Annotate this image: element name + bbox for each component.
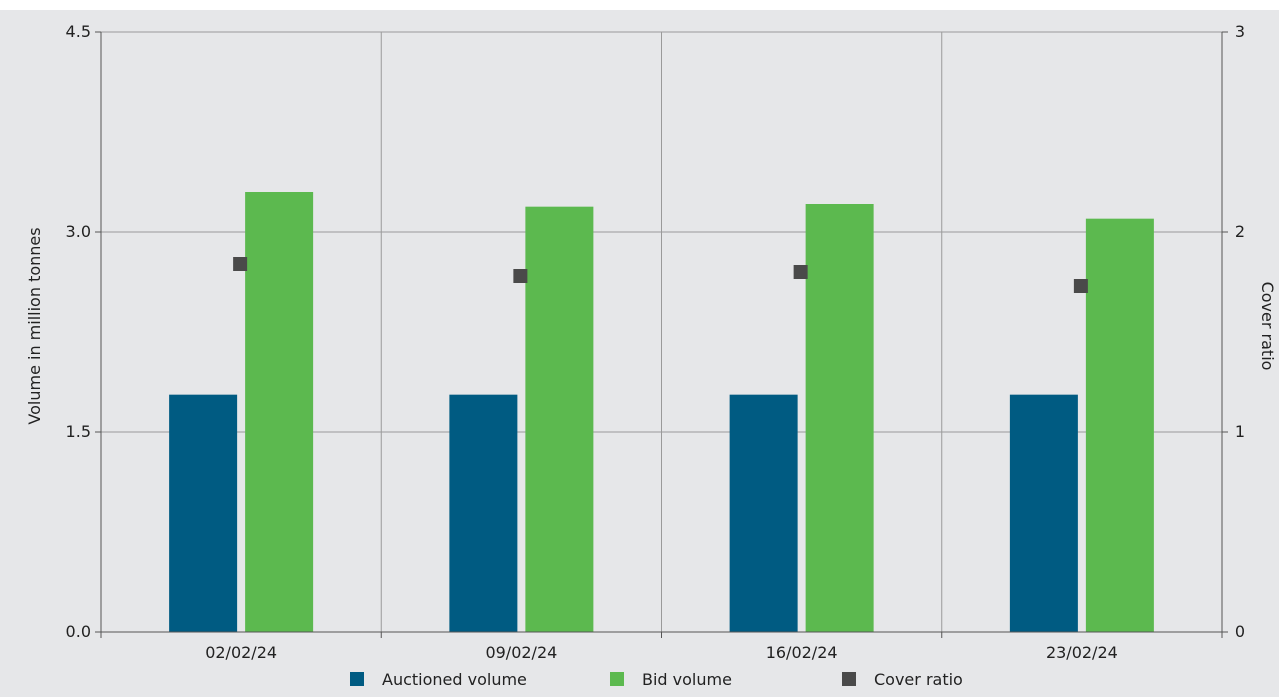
y2-axis-title: Cover ratio — [1258, 282, 1277, 371]
bar — [449, 394, 518, 632]
y-axis-title: Volume in million tonnes — [25, 227, 44, 424]
bar — [525, 206, 594, 632]
legend-swatch — [842, 672, 856, 686]
bar — [1085, 218, 1154, 632]
markers-layer — [233, 257, 1088, 293]
y-tick-label: 3.0 — [66, 222, 91, 241]
bar — [245, 192, 314, 632]
legend-swatch — [610, 672, 624, 686]
x-tick-label: 02/02/24 — [205, 643, 277, 662]
cover-ratio-marker — [233, 257, 248, 271]
y-tick-label: 0.0 — [66, 622, 91, 641]
legend-label: Bid volume — [642, 670, 732, 689]
y2-tick-label: 2 — [1235, 222, 1245, 241]
bar — [805, 204, 874, 632]
bar — [729, 394, 798, 632]
x-tick-label: 23/02/24 — [1046, 643, 1118, 662]
y2-tick-label: 1 — [1235, 422, 1245, 441]
x-tick-label: 09/02/24 — [485, 643, 557, 662]
x-tick-label: 16/02/24 — [766, 643, 838, 662]
bars-layer — [169, 192, 1154, 632]
y-tick-label: 4.5 — [66, 22, 91, 41]
legend: Auctioned volume Bid volume Cover ratio — [350, 670, 963, 689]
legend-label: Cover ratio — [874, 670, 963, 689]
cover-ratio-marker — [1073, 279, 1088, 293]
axes-layer: 0.0 1.5 3.0 4.5 0 1 2 3 02/02/24 09/02/24 16/02/24… — [66, 22, 1246, 662]
bar — [169, 394, 238, 632]
y2-tick-label: 0 — [1235, 622, 1245, 641]
legend-label: Auctioned volume — [382, 670, 527, 689]
y-tick-label: 1.5 — [66, 422, 91, 441]
cover-ratio-marker — [793, 265, 808, 279]
bar — [1009, 394, 1078, 632]
legend-swatch — [350, 672, 364, 686]
cover-ratio-marker — [513, 269, 528, 283]
y2-tick-label: 3 — [1235, 22, 1245, 41]
